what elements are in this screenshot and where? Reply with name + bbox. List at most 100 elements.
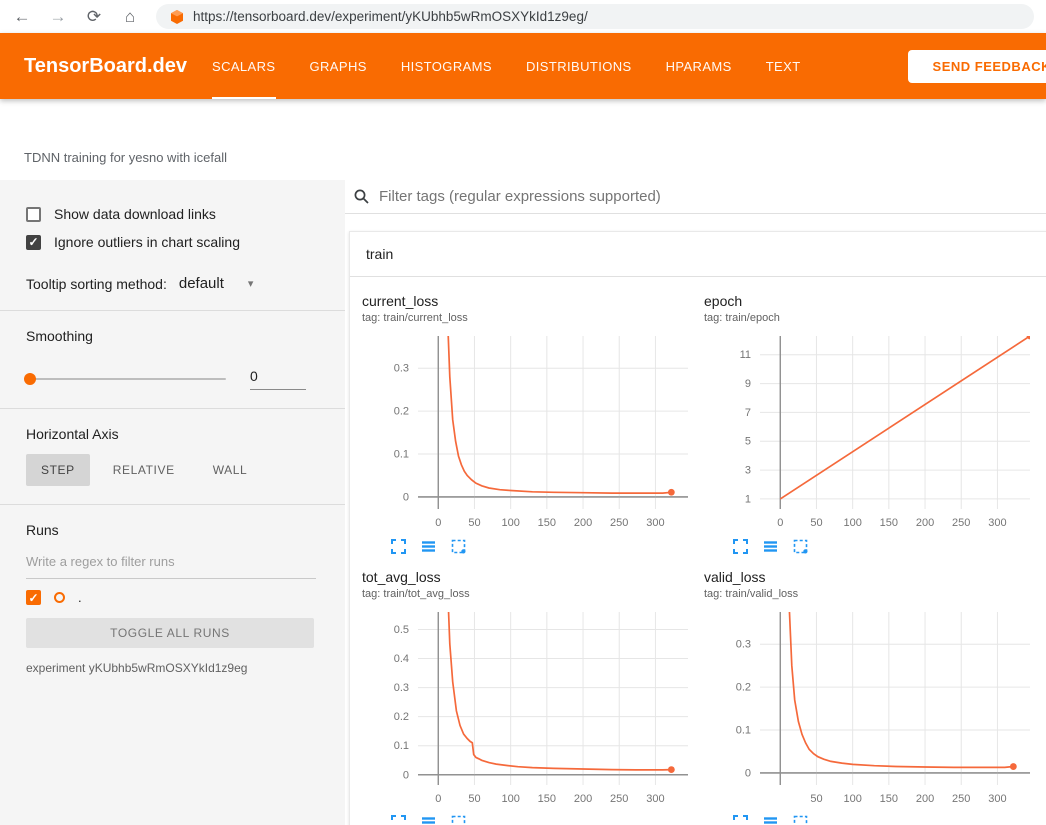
chart-title: epoch: [704, 293, 1044, 309]
svg-text:100: 100: [501, 517, 519, 529]
axis-button-step[interactable]: STEP: [26, 454, 90, 486]
svg-text:0: 0: [403, 769, 409, 781]
data-list-icon[interactable]: [420, 814, 437, 825]
svg-text:150: 150: [538, 517, 556, 529]
runs-filter-input[interactable]: [26, 554, 316, 579]
svg-text:150: 150: [880, 517, 898, 529]
svg-text:200: 200: [574, 793, 592, 805]
svg-text:200: 200: [574, 517, 592, 529]
checkbox-unchecked-icon[interactable]: [26, 207, 41, 222]
app-header: TensorBoard.dev SCALARS GRAPHS HISTOGRAMS D…: [0, 33, 1046, 99]
url-text: https://tensorboard.dev/experiment/yKUbh…: [193, 9, 588, 24]
tab-distributions[interactable]: DISTRIBUTIONS: [526, 33, 632, 99]
run-row[interactable]: ✓ .: [26, 590, 319, 605]
app-logo[interactable]: TensorBoard.dev: [0, 33, 212, 99]
data-list-icon[interactable]: [762, 814, 779, 825]
svg-text:250: 250: [952, 793, 970, 805]
svg-text:0.3: 0.3: [394, 682, 409, 694]
svg-text:0: 0: [435, 517, 441, 529]
divider: [0, 310, 345, 311]
svg-text:300: 300: [988, 793, 1006, 805]
svg-text:0: 0: [403, 491, 409, 503]
data-list-icon[interactable]: [762, 538, 779, 555]
scalar-chart-epoch: epochtag: train/epoch1357911050100150200…: [704, 293, 1044, 555]
svg-text:0: 0: [777, 517, 783, 529]
slider-thumb[interactable]: [24, 373, 36, 385]
nav-tabs: SCALARS GRAPHS HISTOGRAMS DISTRIBUTIONS HPAR…: [212, 33, 801, 99]
svg-text:11: 11: [740, 349, 751, 361]
toggle-all-runs-button[interactable]: TOGGLE ALL RUNS: [26, 618, 314, 648]
svg-text:200: 200: [916, 793, 934, 805]
send-feedback-button[interactable]: SEND FEEDBACK: [908, 50, 1046, 83]
run-color-swatch-icon: [54, 592, 65, 603]
data-list-icon[interactable]: [420, 538, 437, 555]
experiment-description: TDNN training for yesno with icefall: [24, 150, 227, 165]
tab-hparams[interactable]: HPARAMS: [666, 33, 732, 99]
axis-button-wall[interactable]: WALL: [198, 454, 263, 486]
expand-chart-icon[interactable]: [732, 814, 749, 825]
main-panel: train current_losstag: train/current_los…: [345, 180, 1046, 825]
expand-chart-icon[interactable]: [390, 538, 407, 555]
tooltip-sorting-select[interactable]: default ▾: [179, 275, 254, 292]
expand-chart-icon[interactable]: [390, 814, 407, 825]
svg-text:150: 150: [880, 793, 898, 805]
tag-filter-input[interactable]: [379, 188, 999, 205]
svg-text:150: 150: [538, 793, 556, 805]
chart-plot[interactable]: 00.10.20.3050100150200250300: [362, 330, 694, 536]
smoothing-label: Smoothing: [26, 328, 319, 344]
fit-domain-icon[interactable]: [450, 538, 467, 555]
svg-text:50: 50: [468, 517, 480, 529]
reload-icon[interactable]: ⟳: [84, 8, 104, 25]
smoothing-value-input[interactable]: 0: [250, 368, 306, 390]
svg-text:0.1: 0.1: [736, 725, 751, 737]
browser-chrome: ← → ⟳ ⌂ https://tensorboard.dev/experime…: [0, 0, 1046, 33]
expand-chart-icon[interactable]: [732, 538, 749, 555]
settings-sidebar: Show data download links ✓ Ignore outlie…: [0, 180, 345, 825]
checkbox-checked-icon[interactable]: ✓: [26, 235, 41, 250]
svg-text:5: 5: [745, 436, 751, 448]
chart-plot[interactable]: 00.10.20.30.40.5050100150200250300: [362, 606, 694, 812]
runs-label: Runs: [26, 522, 319, 538]
tab-scalars[interactable]: SCALARS: [212, 33, 276, 99]
chart-toolbar: [704, 814, 1044, 825]
svg-text:300: 300: [646, 793, 664, 805]
axis-button-relative[interactable]: RELATIVE: [98, 454, 190, 486]
run-name: .: [78, 590, 82, 605]
tag-group-header[interactable]: train: [350, 232, 1046, 277]
scalar-chart-current_loss: current_losstag: train/current_loss00.10…: [362, 293, 702, 555]
experiment-subheader: TDNN training for yesno with icefall: [0, 99, 1046, 180]
tag-filter-row: [345, 180, 1046, 214]
show-download-links-toggle[interactable]: Show data download links: [26, 200, 319, 228]
back-icon[interactable]: ←: [12, 8, 32, 25]
run-checkbox-icon[interactable]: ✓: [26, 590, 41, 605]
address-bar[interactable]: https://tensorboard.dev/experiment/yKUbh…: [156, 4, 1034, 29]
svg-text:3: 3: [745, 465, 751, 477]
chart-toolbar: [362, 538, 702, 555]
fit-domain-icon[interactable]: [792, 538, 809, 555]
horizontal-axis-label: Horizontal Axis: [26, 426, 319, 442]
svg-text:9: 9: [745, 378, 751, 390]
tab-histograms[interactable]: HISTOGRAMS: [401, 33, 492, 99]
tab-graphs[interactable]: GRAPHS: [310, 33, 367, 99]
forward-icon[interactable]: →: [48, 8, 68, 25]
svg-text:100: 100: [843, 517, 861, 529]
divider: [0, 408, 345, 409]
svg-text:1: 1: [745, 493, 751, 505]
fit-domain-icon[interactable]: [450, 814, 467, 825]
fit-domain-icon[interactable]: [792, 814, 809, 825]
ignore-outliers-toggle[interactable]: ✓ Ignore outliers in chart scaling: [26, 228, 319, 256]
smoothing-slider[interactable]: [26, 378, 226, 380]
chart-toolbar: [362, 814, 702, 825]
chart-plot[interactable]: 1357911050100150200250300: [704, 330, 1036, 536]
svg-text:200: 200: [916, 517, 934, 529]
svg-text:300: 300: [646, 517, 664, 529]
svg-text:0.4: 0.4: [394, 653, 409, 665]
scalar-chart-tot_avg_loss: tot_avg_losstag: train/tot_avg_loss00.10…: [362, 569, 702, 825]
scalar-chart-valid_loss: valid_losstag: train/valid_loss00.10.20.…: [704, 569, 1044, 825]
home-icon[interactable]: ⌂: [120, 8, 140, 25]
chart-title: tot_avg_loss: [362, 569, 702, 585]
chart-title: valid_loss: [704, 569, 1044, 585]
search-icon: [353, 188, 370, 205]
tab-text[interactable]: TEXT: [766, 33, 801, 99]
chart-plot[interactable]: 00.10.20.350100150200250300: [704, 606, 1036, 812]
